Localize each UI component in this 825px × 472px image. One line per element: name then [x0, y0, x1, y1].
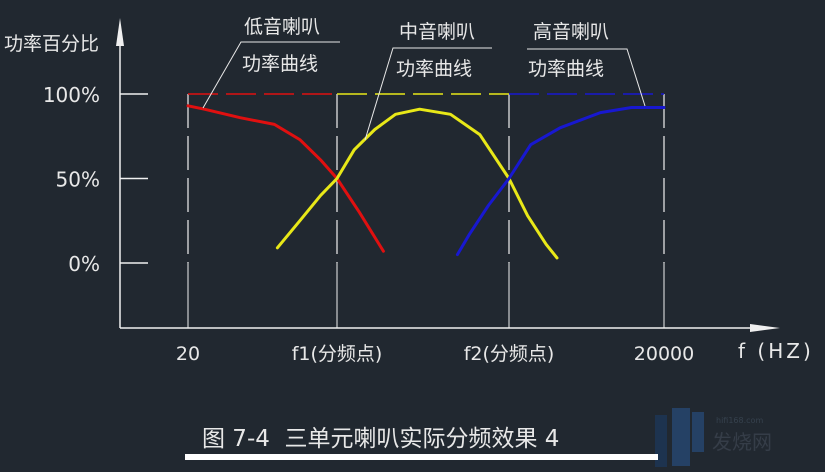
y-tick-label: 50%: [56, 168, 100, 192]
mid-label-line1: 中音喇叭: [399, 21, 475, 43]
low-label-line2: 功率曲线: [242, 53, 318, 75]
high-callout: 高音喇叭 功率曲线: [527, 21, 646, 107]
power-curve: [455, 106, 666, 257]
low-label-line1: 低音喇叭: [244, 16, 320, 38]
mid-leader-line: [364, 47, 492, 141]
watermark-logo: hifi168.com 发烧网: [655, 408, 772, 467]
y-tick-label: 100%: [43, 83, 100, 107]
y-tick-label: 0%: [68, 252, 100, 276]
x-tick-label: f1(分频点): [292, 343, 383, 365]
mid-label-line2: 功率曲线: [396, 58, 472, 80]
high-label-line2: 功率曲线: [528, 58, 604, 80]
mid-callout: 中音喇叭 功率曲线: [364, 21, 492, 141]
figure-caption: 图 7-4 三单元喇叭实际分频效果 4: [202, 426, 559, 452]
caption-underline: [185, 454, 658, 460]
low-leader-line: [202, 41, 340, 109]
y-axis-arrow: [116, 18, 124, 46]
power-curve: [186, 104, 385, 253]
low-callout: 低音喇叭 功率曲线: [202, 16, 340, 109]
high-label-line1: 高音喇叭: [533, 21, 609, 43]
svg-text:hifi168.com: hifi168.com: [716, 416, 763, 425]
x-axis-label: f (HZ): [738, 339, 814, 363]
x-axis-arrow: [750, 324, 780, 332]
svg-text:发烧网: 发烧网: [712, 430, 772, 454]
x-tick-label: f2(分频点): [464, 343, 555, 365]
x-tick-label: 20000: [634, 343, 694, 365]
high-leader-line: [527, 48, 646, 107]
x-tick-label: 20: [176, 343, 200, 365]
y-axis-label: 功率百分比: [4, 33, 99, 55]
power-curve: [275, 107, 559, 260]
